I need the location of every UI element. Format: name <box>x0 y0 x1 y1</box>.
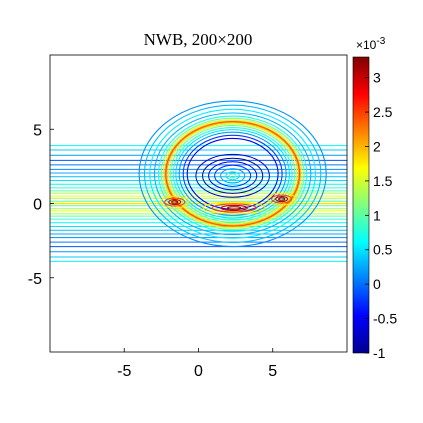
ring-contour <box>149 108 317 239</box>
ring-interior-contour <box>208 161 258 191</box>
coupling-hotspot-contour <box>171 200 179 204</box>
colorbar-tick-label: 0.5 <box>373 242 393 258</box>
coupling-hotspot-contour <box>202 201 266 215</box>
ring-contour <box>157 115 308 233</box>
coupling-hotspot-contour <box>168 198 182 206</box>
coupling-hotspot-contour <box>226 206 242 210</box>
coupling-hotspot-contour <box>271 194 293 204</box>
colorbar-ticks: 3 2.5 2 1.5 1 0.5 0 -0.5 -1 <box>365 70 397 361</box>
colorbar-tick-label: 1.5 <box>373 173 393 189</box>
colorbar-tick-label: 2 <box>373 138 381 154</box>
colorbar: ×10-3 3 2.5 2 1.5 1 0.5 0 -0.5 -1 <box>352 36 397 361</box>
ring-interior-contour <box>202 157 264 194</box>
colorbar-exponent: -3 <box>376 36 385 47</box>
ring-contour <box>162 119 303 229</box>
ring-contour <box>175 129 291 219</box>
colorbar-tick-label: 1 <box>373 207 381 223</box>
y-tick-label: 5 <box>33 122 42 139</box>
ring-contour <box>178 131 287 216</box>
ring-contour <box>160 117 305 230</box>
coupling-hotspot-contour <box>164 197 186 207</box>
x-tick-label: 5 <box>268 363 277 380</box>
y-tick-label: 0 <box>33 197 42 214</box>
colorbar-gradient <box>352 56 370 354</box>
colorbar-tick-label: -1 <box>373 345 386 361</box>
colorbar-tick-label: 2.5 <box>373 104 393 120</box>
colorbar-tick-label: 0 <box>373 276 381 292</box>
ring-contour <box>138 100 327 248</box>
ring-contour <box>153 112 312 236</box>
x-tick-label: -5 <box>117 363 131 380</box>
x-tick-label: 0 <box>194 363 203 380</box>
coupling-hotspot-contour <box>278 197 286 201</box>
x-axis: -5 0 5 <box>117 348 277 380</box>
ring-interior-contour <box>225 171 240 181</box>
ring-contour <box>166 122 300 226</box>
contour-lines <box>50 100 347 262</box>
coupling-hotspot-contour <box>275 195 289 203</box>
chart-title: NWB, 200×200 <box>144 30 253 49</box>
ring-contour <box>165 121 301 227</box>
y-tick-label: -5 <box>28 271 42 288</box>
coupling-hotspot-contour <box>160 195 190 209</box>
ring-contour <box>167 123 298 225</box>
ring-contour <box>143 104 322 243</box>
y-axis: 5 0 -5 <box>28 122 54 288</box>
ring-interior-contour <box>214 164 252 187</box>
ring-contour <box>169 124 296 223</box>
colorbar-tick-label: -0.5 <box>373 311 397 327</box>
coupling-hotspot-contour <box>211 203 257 213</box>
coupling-hotspot-contour <box>267 192 297 206</box>
ring-contour <box>172 126 293 221</box>
ring-interior-contour <box>195 153 270 198</box>
ring-contour <box>164 120 302 228</box>
colorbar-exponent-base: ×10-3 <box>356 36 386 52</box>
contour-plot <box>50 55 347 352</box>
ring-interior-contour <box>228 173 237 179</box>
coupling-hotspot-contour <box>220 204 248 212</box>
colorbar-tick-label: 3 <box>373 70 381 86</box>
ring-interior-contour <box>220 168 246 184</box>
